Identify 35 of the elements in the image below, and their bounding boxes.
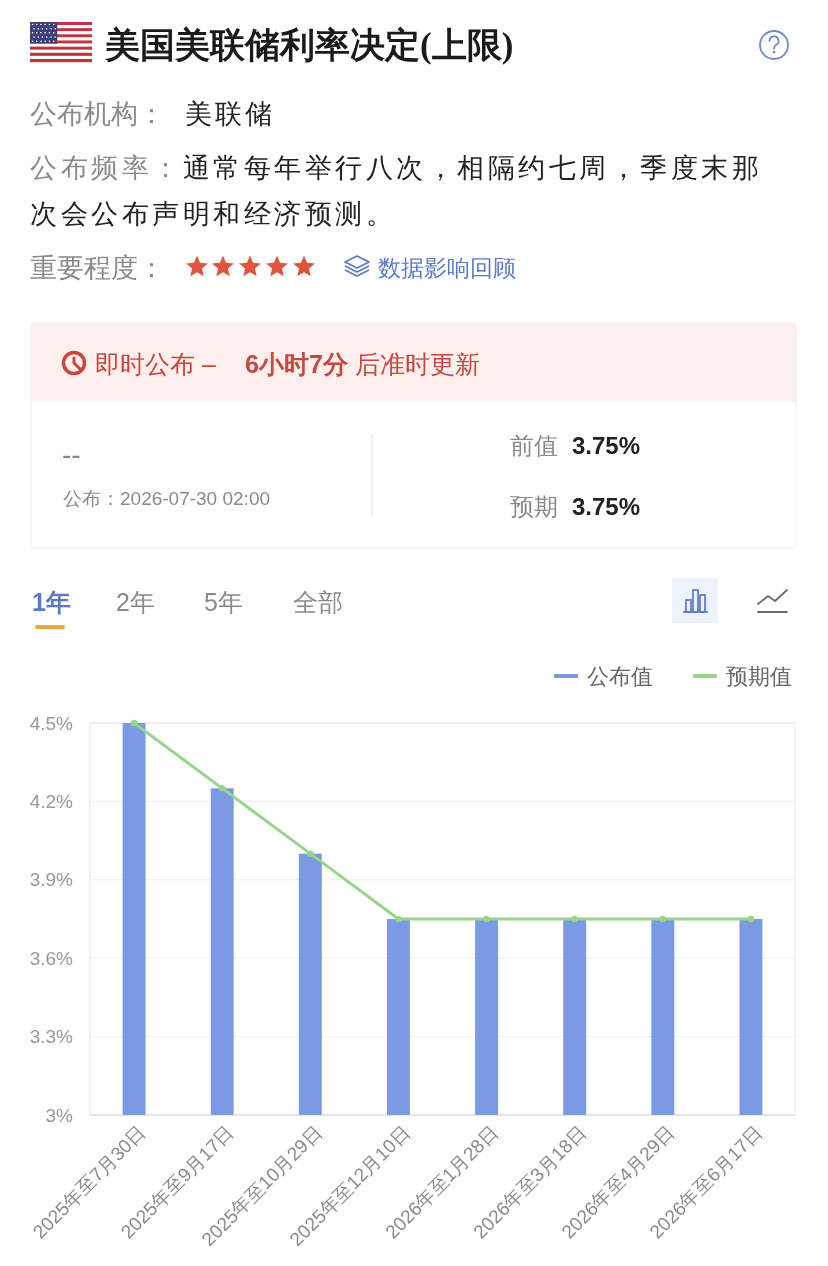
text: --: [62, 439, 81, 470]
point: [659, 915, 667, 923]
text: 2年: [116, 588, 155, 616]
text: 公布：2026-07-30 02:00: [63, 488, 271, 509]
point: [218, 785, 226, 792]
text: 预期: [510, 493, 558, 520]
y-tick-label: 4.5%: [29, 712, 74, 734]
legend-label: 预期值: [726, 663, 792, 689]
point: [130, 719, 138, 727]
text: 后准时更新: [355, 350, 480, 378]
text: 公布频率：通常每年举行八次，相隔约七周，季度末那次会公布声明和经济预测。: [30, 153, 762, 229]
point: [307, 850, 314, 857]
text: 公布机构：: [30, 99, 165, 129]
y-tick-label: 3%: [45, 1104, 74, 1126]
y-tick-label: 3.3%: [29, 1026, 74, 1048]
y-tick-label: 3.9%: [29, 869, 74, 891]
text: 3.75%: [572, 493, 641, 520]
text: 6小时7分: [245, 350, 349, 378]
legend-label: 公布值: [587, 663, 653, 689]
y-tick-label: 3.6%: [29, 947, 74, 969]
text: 数据影响回顾: [378, 255, 516, 281]
text: 美联储: [185, 99, 275, 129]
text: 前值: [510, 432, 558, 459]
text: 重要程度：: [30, 253, 165, 283]
point: [747, 915, 755, 923]
text: 3.75%: [572, 432, 641, 459]
text: 全部: [293, 588, 343, 616]
y-tick-label: 4.2%: [29, 791, 74, 813]
point: [571, 915, 578, 923]
text: 美国美联储利率决定(上限): [104, 26, 514, 65]
text: 1年: [32, 588, 71, 616]
text: 5年: [204, 588, 243, 616]
point: [483, 915, 490, 923]
point: [395, 915, 402, 923]
text: 即时公布 –: [95, 350, 216, 378]
